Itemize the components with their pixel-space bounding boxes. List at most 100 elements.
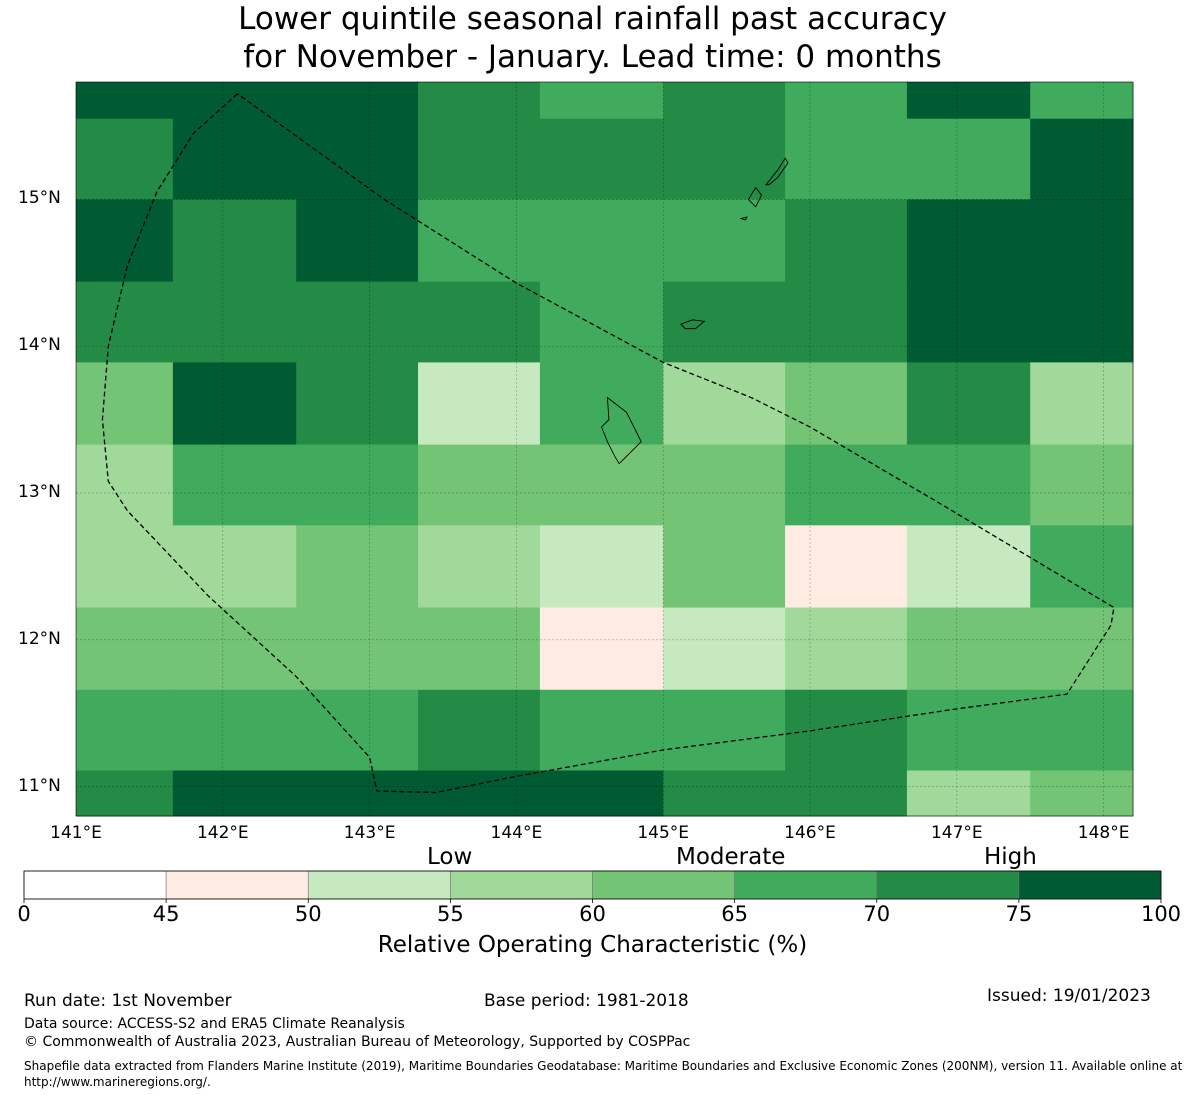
roc-cell bbox=[539, 689, 664, 771]
roc-cell bbox=[1030, 525, 1134, 609]
island-tinian-outline bbox=[747, 186, 763, 208]
roc-cell bbox=[418, 770, 541, 817]
roc-cell bbox=[296, 199, 419, 283]
roc-cell bbox=[663, 689, 786, 771]
base-period: Base period: 1981-2018 bbox=[484, 991, 689, 1011]
roc-cell bbox=[418, 199, 541, 283]
roc-cell bbox=[418, 118, 541, 200]
x-tick-label: 148°E bbox=[1077, 823, 1130, 843]
roc-cell bbox=[906, 82, 1031, 120]
map-frame bbox=[75, 81, 1134, 817]
title-line-1: Lower quintile seasonal rainfall past ac… bbox=[238, 1, 947, 37]
colorbar-segment bbox=[734, 870, 878, 900]
roc-cell bbox=[172, 82, 297, 120]
roc-cell bbox=[296, 281, 419, 363]
roc-cell bbox=[1030, 444, 1134, 526]
colorbar-segment bbox=[876, 870, 1020, 900]
roc-cell bbox=[76, 199, 174, 283]
run-date: Run date: 1st November bbox=[24, 991, 232, 1011]
roc-cell bbox=[76, 281, 174, 363]
roc-cell bbox=[663, 362, 786, 446]
roc-cell bbox=[906, 281, 1031, 363]
colorbar-segment bbox=[592, 870, 735, 900]
roc-cell bbox=[1030, 362, 1134, 446]
eez-boundary-line bbox=[101, 93, 1115, 794]
colorbar-segment bbox=[307, 870, 451, 900]
x-tick-label: 147°E bbox=[930, 823, 983, 843]
roc-cell bbox=[785, 281, 908, 363]
roc-cell bbox=[785, 82, 908, 120]
islands bbox=[601, 157, 789, 465]
roc-cell bbox=[663, 770, 786, 817]
island-guam-outline bbox=[601, 396, 642, 465]
roc-cell bbox=[296, 82, 419, 120]
y-tick-label: 13°N bbox=[18, 482, 61, 503]
roc-cell bbox=[906, 689, 1031, 771]
roc-cell bbox=[296, 607, 419, 691]
colorbar-segment bbox=[450, 870, 593, 900]
colorbar-tick-label: 55 bbox=[437, 902, 464, 926]
colorbar-tick-label: 75 bbox=[1005, 902, 1033, 926]
colorbar-tick-label: 0 bbox=[17, 902, 31, 926]
roc-cell bbox=[418, 362, 541, 446]
colorbar-tick-label: 100 bbox=[1140, 902, 1182, 926]
roc-cell bbox=[172, 525, 297, 609]
colorbar-title: Relative Operating Characteristic (%) bbox=[377, 932, 808, 958]
roc-cell bbox=[906, 444, 1031, 526]
copyright: © Commonwealth of Australia 2023, Austra… bbox=[24, 1034, 691, 1050]
roc-cell bbox=[539, 525, 664, 609]
x-tick-label: 143°E bbox=[343, 823, 396, 843]
roc-cells bbox=[76, 82, 1134, 817]
island-rota-outline bbox=[680, 319, 706, 330]
gridlines bbox=[76, 82, 1133, 816]
title-line-2: for November - January. Lead time: 0 mon… bbox=[243, 39, 942, 75]
x-tick-label: 144°E bbox=[490, 823, 543, 843]
roc-cell bbox=[1030, 82, 1134, 120]
roc-cell bbox=[539, 607, 664, 691]
roc-cell bbox=[663, 607, 786, 691]
roc-cell bbox=[1030, 281, 1134, 363]
roc-cell bbox=[1030, 689, 1134, 771]
roc-cell bbox=[76, 689, 174, 771]
shapefile-credit: Shapefile data extracted from Flanders M… bbox=[24, 1059, 1183, 1089]
roc-cell bbox=[172, 362, 297, 446]
roc-cell bbox=[76, 362, 174, 446]
roc-cell bbox=[785, 444, 908, 526]
eez-boundary bbox=[101, 93, 1115, 794]
roc-cell bbox=[663, 525, 786, 609]
island-aguijan-outline bbox=[739, 216, 748, 221]
issued-date: Issued: 19/01/2023 bbox=[987, 986, 1151, 1006]
roc-cell bbox=[906, 199, 1031, 283]
roc-cell bbox=[539, 82, 664, 120]
roc-cell bbox=[76, 118, 174, 200]
roc-cell bbox=[172, 199, 297, 283]
roc-cell bbox=[1030, 199, 1134, 283]
roc-cell bbox=[663, 82, 786, 120]
colorbar-tick-label: 70 bbox=[863, 902, 891, 926]
colorbar-segment bbox=[23, 870, 167, 900]
category-moderate: Moderate bbox=[676, 844, 786, 870]
colorbar-tick-label: 45 bbox=[152, 902, 180, 926]
roc-cell bbox=[1030, 607, 1134, 691]
roc-cell bbox=[296, 362, 419, 446]
colorbar-tick-label: 60 bbox=[579, 902, 606, 926]
roc-cell bbox=[785, 118, 908, 200]
roc-cell bbox=[296, 444, 419, 526]
roc-cell bbox=[1030, 770, 1134, 817]
roc-cell bbox=[539, 199, 664, 283]
roc-cell bbox=[663, 281, 786, 363]
roc-cell bbox=[663, 199, 786, 283]
roc-cell bbox=[1030, 118, 1134, 200]
roc-cell bbox=[906, 118, 1031, 200]
colorbar-tick-label: 50 bbox=[294, 902, 322, 926]
roc-cell bbox=[418, 689, 541, 771]
roc-cell bbox=[172, 770, 297, 817]
roc-cell bbox=[172, 118, 297, 200]
map-title: Lower quintile seasonal rainfall past ac… bbox=[0, 0, 1185, 76]
colorbar-segment bbox=[165, 870, 309, 900]
roc-cell bbox=[172, 281, 297, 363]
roc-cell bbox=[418, 607, 541, 691]
x-tick-label: 142°E bbox=[196, 823, 249, 843]
roc-cell bbox=[76, 607, 174, 691]
